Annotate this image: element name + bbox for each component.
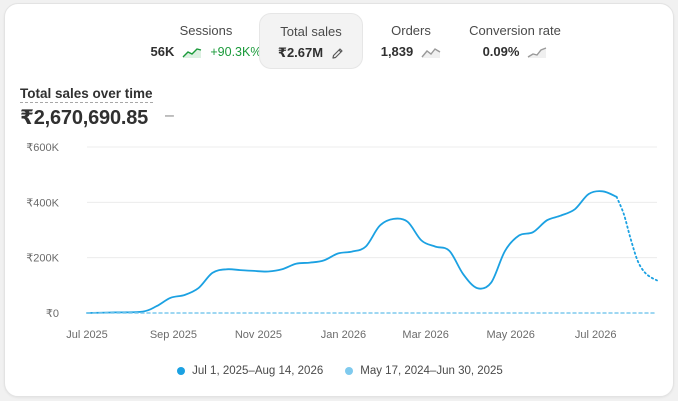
legend-item-previous[interactable]: May 17, 2024–Jun 30, 2025 bbox=[345, 365, 503, 377]
x-tick-label: Jan 2026 bbox=[321, 329, 366, 341]
metric-conversion-rate[interactable]: Conversion rate 0.09% bbox=[461, 13, 569, 69]
chart-title[interactable]: Total sales over time bbox=[20, 86, 153, 103]
legend-label: May 17, 2024–Jun 30, 2025 bbox=[360, 365, 503, 377]
x-tick-label: Mar 2026 bbox=[402, 329, 448, 341]
metric-orders[interactable]: Orders 1,839 bbox=[369, 13, 453, 69]
series-line-0 bbox=[86, 190, 618, 314]
y-tick-label: ₹200K bbox=[26, 253, 59, 265]
pencil-icon[interactable] bbox=[331, 47, 344, 60]
legend-dot bbox=[345, 367, 354, 375]
metric-change: +90.3K% bbox=[210, 44, 262, 59]
x-tick-label: Sep 2025 bbox=[150, 329, 197, 341]
metric-value: 1,839 bbox=[380, 44, 414, 59]
y-tick-label: ₹0 bbox=[46, 308, 59, 320]
x-tick-label: Jul 2026 bbox=[575, 329, 617, 341]
legend-item-current[interactable]: Jul 1, 2025–Aug 14, 2026 bbox=[177, 365, 323, 377]
metric-label: Orders bbox=[391, 23, 431, 38]
metric-label: Total sales bbox=[280, 24, 342, 39]
x-tick-label: Jul 2025 bbox=[66, 329, 108, 341]
metric-value: ₹2.67M bbox=[277, 45, 324, 60]
series-line-1 bbox=[615, 195, 658, 282]
metric-sessions[interactable]: Sessions 56K +90.3K% bbox=[147, 13, 265, 69]
metric-label: Sessions bbox=[179, 23, 233, 38]
x-tick-label: May 2026 bbox=[487, 329, 535, 341]
metric-value: 0.09% bbox=[482, 44, 520, 59]
metric-label: Conversion rate bbox=[469, 23, 561, 38]
sparkline-up-icon bbox=[182, 47, 202, 58]
metric-value: 56K bbox=[150, 44, 175, 59]
chart-legend: Jul 1, 2025–Aug 14, 2026 May 17, 2024–Ju… bbox=[5, 365, 675, 377]
sparkline-icon bbox=[421, 47, 441, 58]
metric-total-sales[interactable]: Total sales ₹2.67M bbox=[259, 13, 363, 69]
legend-dot bbox=[177, 367, 186, 375]
y-tick-label: ₹400K bbox=[26, 197, 59, 209]
legend-label: Jul 1, 2025–Aug 14, 2026 bbox=[192, 365, 324, 377]
y-tick-label: ₹600K bbox=[26, 142, 59, 154]
total-sales-card: Sessions 56K +90.3K% Total sales ₹2.67M … bbox=[4, 3, 674, 397]
sparkline-icon bbox=[528, 46, 547, 58]
total-sales-value: ₹2,670,690.85 bbox=[20, 107, 149, 129]
x-tick-label: Nov 2025 bbox=[235, 329, 282, 341]
sales-line-chart: ₹600K ₹400K ₹200K ₹0 Jul 2025 Sep 2025 Nov 202… bbox=[26, 142, 658, 341]
comparison-change: – bbox=[165, 107, 174, 124]
